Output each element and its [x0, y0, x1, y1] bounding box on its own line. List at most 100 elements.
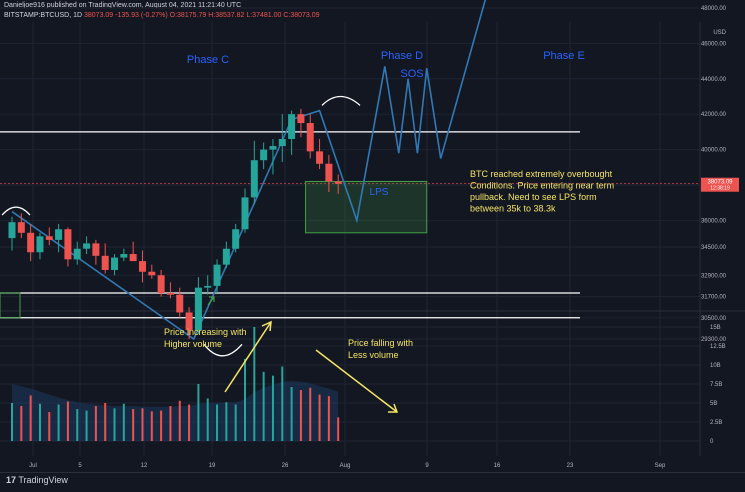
candle [316, 138, 324, 170]
volume-bar [48, 412, 51, 441]
candle-body [278, 138, 286, 147]
volume-bar [178, 400, 181, 441]
candle [269, 138, 277, 175]
candle [306, 114, 314, 159]
volume-ma-area [12, 380, 339, 441]
wyckoff-wave-path [11, 0, 487, 341]
volume-bar [253, 327, 256, 441]
price-tick-5: 42000.00 [701, 112, 727, 118]
volume-bar [57, 404, 60, 441]
volume-up-note-line1: Price increasing with [164, 327, 247, 337]
volume-bar [299, 390, 302, 441]
publisher-line: Danieljoe916 published on TradingView.co… [4, 2, 242, 9]
price-tick-13: 29300.00 [701, 337, 727, 343]
x-tick-3: 19 [209, 463, 216, 469]
candle [204, 275, 212, 295]
candle [55, 223, 63, 253]
candle [64, 227, 72, 267]
price-tick-2: 48000.00 [701, 6, 727, 12]
volume-tick-2: 10B [710, 363, 721, 369]
ohlc-line: BITSTAMP:BTCUSD, 1D 38073.09 -135.93 (-0… [4, 12, 320, 19]
candle [260, 142, 268, 170]
candle-body [27, 232, 35, 253]
volume-bar [66, 401, 69, 441]
candle-body [297, 114, 305, 124]
candle [232, 223, 240, 253]
volume-bar [113, 408, 116, 441]
price-tick-10: 32900.00 [701, 273, 727, 279]
candle [166, 282, 174, 299]
candle [325, 154, 333, 193]
candle-body [185, 312, 193, 331]
candle-body [306, 123, 314, 152]
volume-tick-6: 0 [710, 439, 714, 445]
volume-tick-1: 12.5B [710, 344, 726, 350]
candle [36, 232, 44, 260]
candle [241, 188, 249, 233]
volume-tick-5: 2.5B [710, 420, 722, 426]
candle [27, 223, 35, 262]
open-value: O:38175.79 [169, 12, 207, 19]
volume-bar [244, 358, 246, 441]
volume-bar [271, 375, 274, 441]
phase-d-label: Phase D [381, 50, 423, 62]
candle [176, 287, 184, 318]
x-tick-2: 12 [141, 463, 148, 469]
volume-bar [318, 394, 321, 441]
candle-body [269, 146, 277, 150]
candle-body [36, 236, 44, 253]
candle [194, 277, 202, 334]
price-tick-9: 34500.00 [701, 245, 727, 251]
brand-label: TradingView [18, 475, 68, 485]
volume-bar [160, 410, 163, 441]
volume-bar [38, 403, 41, 441]
volume-bar [234, 404, 237, 441]
low-green-arrow-icon [207, 296, 215, 306]
tradingview-logo[interactable]: 17 TradingView [6, 475, 68, 485]
candle-body [73, 248, 81, 260]
symbol-label[interactable]: BITSTAMP:BTCUSD, 1D [4, 12, 83, 19]
price-change: -135.93 (-0.27%) [115, 12, 168, 19]
price-tick-12: 30500.00 [701, 316, 727, 322]
candle [185, 307, 193, 339]
phase-e-label: Phase E [543, 50, 585, 62]
candle [120, 248, 128, 262]
volume-bar [197, 384, 200, 441]
volume-bar [262, 371, 265, 441]
candle-body [111, 257, 119, 270]
candle [213, 259, 221, 293]
candle-body [166, 292, 174, 295]
candle [45, 227, 53, 246]
candle-body [334, 181, 342, 184]
price-marker-countdown: 12:38:19 [710, 186, 730, 192]
x-tick-0: Jul [29, 463, 37, 469]
volume-bar [327, 396, 330, 441]
candle-body [64, 229, 72, 260]
volume-bar [169, 406, 172, 441]
x-tick-4: 26 [282, 463, 289, 469]
candle-body [288, 114, 296, 139]
left-level-box [0, 292, 21, 319]
candle-body [316, 151, 324, 164]
volume-bar [225, 402, 228, 441]
candle-body [17, 222, 25, 233]
candle-body [45, 236, 53, 240]
analysis-note-line: BTC reached extremely overbought [470, 169, 613, 179]
candle [8, 216, 16, 251]
volume-bar [188, 404, 191, 441]
volume-bar [216, 404, 219, 441]
candle [148, 264, 156, 279]
price-tick-6: 40000.00 [701, 148, 727, 154]
volume-bar [141, 408, 144, 441]
x-tick-6: 9 [425, 463, 429, 469]
price-chart[interactable]: USD54000.0050000.0048000.0046000.0044000… [0, 0, 745, 472]
candle-body [250, 160, 258, 198]
candle-body [204, 285, 212, 288]
footer-bar [0, 472, 745, 492]
candle-body [129, 254, 137, 262]
volume-bar [309, 387, 312, 441]
high-arc-left [1, 206, 31, 216]
lps-zone [305, 180, 428, 234]
candle [288, 110, 296, 155]
volume-bar [132, 409, 135, 441]
